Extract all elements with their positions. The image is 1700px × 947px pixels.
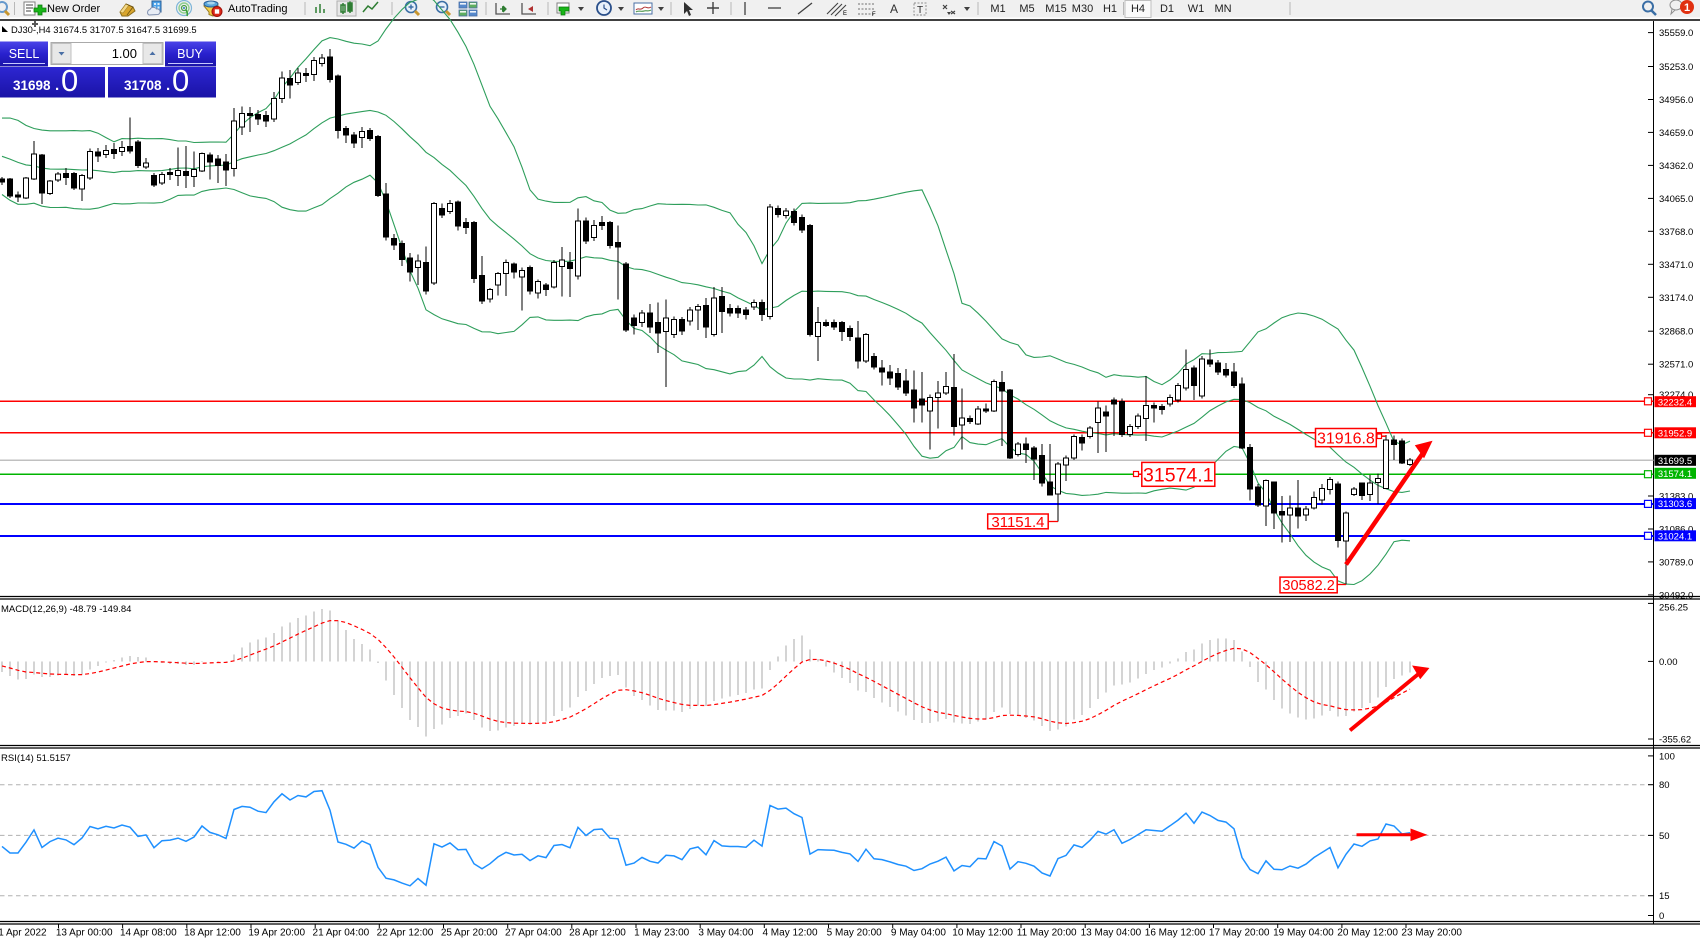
svg-text:27 Apr 04:00: 27 Apr 04:00 — [505, 928, 562, 939]
svg-text:21 Apr 04:00: 21 Apr 04:00 — [313, 928, 370, 939]
svg-text:MACD(12,26,9) -48.79 -149.84: MACD(12,26,9) -48.79 -149.84 — [1, 604, 131, 615]
svg-text:31574.1: 31574.1 — [1143, 464, 1214, 486]
svg-text:1.00: 1.00 — [112, 46, 137, 61]
svg-text:32274.0: 32274.0 — [1659, 390, 1693, 401]
svg-text:35559.0: 35559.0 — [1659, 28, 1693, 39]
svg-text:M5: M5 — [1019, 3, 1034, 15]
svg-text:23 May 20:00: 23 May 20:00 — [1401, 928, 1462, 939]
svg-text:16 May 12:00: 16 May 12:00 — [1145, 928, 1206, 939]
svg-text:14 Apr 08:00: 14 Apr 08:00 — [120, 928, 177, 939]
svg-text:31383.0: 31383.0 — [1659, 492, 1693, 503]
svg-text:13 Apr 00:00: 13 Apr 00:00 — [56, 928, 113, 939]
svg-text:DJ30-,H4 31674.5 31707.5 3164: DJ30-,H4 31674.5 31707.5 31647.5 31699.5 — [11, 24, 197, 35]
svg-text:0: 0 — [1659, 911, 1664, 922]
svg-text:3 May 04:00: 3 May 04:00 — [698, 928, 753, 939]
svg-text:22 Apr 12:00: 22 Apr 12:00 — [377, 928, 434, 939]
svg-text:W1: W1 — [1188, 3, 1205, 15]
svg-text:256.25: 256.25 — [1659, 603, 1688, 614]
svg-text:33174.0: 33174.0 — [1659, 293, 1693, 304]
svg-text:M30: M30 — [1072, 3, 1093, 15]
svg-text:33471.0: 33471.0 — [1659, 260, 1693, 271]
svg-text:35253.0: 35253.0 — [1659, 62, 1693, 73]
svg-text:20 May 12:00: 20 May 12:00 — [1337, 928, 1398, 939]
svg-text:19 Apr 20:00: 19 Apr 20:00 — [248, 928, 305, 939]
svg-text:30789.0: 30789.0 — [1659, 557, 1693, 568]
svg-text:30492.0: 30492.0 — [1659, 590, 1693, 601]
svg-text:31303.6: 31303.6 — [1658, 499, 1692, 510]
svg-text:1: 1 — [1684, 2, 1690, 14]
svg-text:H1: H1 — [1103, 3, 1117, 15]
svg-text:30582.2: 30582.2 — [1282, 578, 1334, 594]
svg-text:34362.0: 34362.0 — [1659, 161, 1693, 172]
svg-text:SELL: SELL — [9, 47, 40, 61]
svg-text:31699.5: 31699.5 — [1658, 456, 1692, 467]
svg-text:31916.8: 31916.8 — [1317, 430, 1375, 447]
svg-text:10 May 12:00: 10 May 12:00 — [952, 928, 1013, 939]
svg-text:BUY: BUY — [177, 47, 203, 61]
svg-text:34659.0: 34659.0 — [1659, 128, 1693, 139]
svg-text:MN: MN — [1214, 3, 1231, 15]
svg-text:50: 50 — [1659, 831, 1670, 842]
svg-text:32571.0: 32571.0 — [1659, 360, 1693, 371]
svg-text:.: . — [166, 77, 170, 94]
svg-text:28 Apr 12:00: 28 Apr 12:00 — [569, 928, 626, 939]
svg-text:31151.4: 31151.4 — [991, 514, 1044, 531]
svg-text:17 May 20:00: 17 May 20:00 — [1209, 928, 1270, 939]
svg-text:1 May 23:00: 1 May 23:00 — [634, 928, 689, 939]
svg-text:34956.0: 34956.0 — [1659, 95, 1693, 106]
svg-text:80: 80 — [1659, 780, 1670, 791]
svg-text:M1: M1 — [990, 3, 1005, 15]
svg-text:H4: H4 — [1131, 3, 1145, 15]
svg-text:25 Apr 20:00: 25 Apr 20:00 — [441, 928, 498, 939]
svg-text:31708: 31708 — [124, 78, 162, 93]
svg-text:31574.1: 31574.1 — [1658, 469, 1692, 480]
svg-text:34065.0: 34065.0 — [1659, 194, 1693, 205]
svg-text:32232.4: 32232.4 — [1658, 397, 1692, 408]
svg-text:9 May 04:00: 9 May 04:00 — [891, 928, 946, 939]
svg-text:E: E — [843, 11, 847, 17]
svg-text:0: 0 — [172, 63, 189, 98]
svg-text:4 May 12:00: 4 May 12:00 — [762, 928, 817, 939]
svg-text:F: F — [872, 12, 876, 18]
svg-text:5 May 20:00: 5 May 20:00 — [827, 928, 882, 939]
svg-text:M15: M15 — [1045, 3, 1066, 15]
svg-text:31024.1: 31024.1 — [1658, 531, 1692, 542]
svg-text:0.00: 0.00 — [1659, 657, 1678, 668]
svg-text:-355.62: -355.62 — [1659, 735, 1691, 746]
svg-text:33768.0: 33768.0 — [1659, 227, 1693, 238]
svg-text:11 May 20:00: 11 May 20:00 — [1017, 928, 1077, 939]
svg-text:T: T — [917, 5, 923, 16]
svg-text:A: A — [890, 2, 898, 16]
svg-text:19 May 04:00: 19 May 04:00 — [1273, 928, 1334, 939]
svg-text:13 May 04:00: 13 May 04:00 — [1081, 928, 1142, 939]
svg-text:18 Apr 12:00: 18 Apr 12:00 — [184, 928, 241, 939]
svg-text:D1: D1 — [1160, 3, 1174, 15]
svg-text:RSI(14) 51.5157: RSI(14) 51.5157 — [1, 753, 71, 764]
svg-text:31086.0: 31086.0 — [1659, 525, 1693, 536]
svg-text:100: 100 — [1659, 751, 1675, 762]
svg-text:New Order: New Order — [47, 3, 101, 15]
svg-text:32868.0: 32868.0 — [1659, 327, 1693, 338]
svg-text:AutoTrading: AutoTrading — [228, 3, 288, 15]
svg-text:31698: 31698 — [13, 78, 51, 93]
svg-text:.: . — [55, 77, 59, 94]
svg-text:31952.9: 31952.9 — [1658, 428, 1692, 439]
svg-text:0: 0 — [61, 63, 78, 98]
svg-text:11 Apr 2022: 11 Apr 2022 — [0, 928, 47, 939]
svg-text:15: 15 — [1659, 891, 1670, 902]
